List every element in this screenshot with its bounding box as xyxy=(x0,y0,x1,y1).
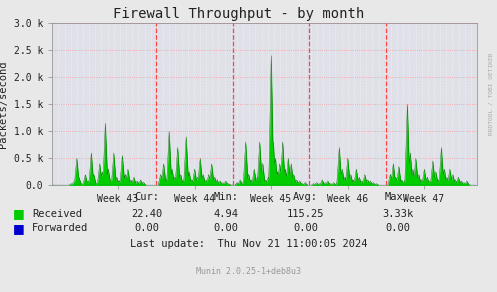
Text: Min:: Min: xyxy=(214,192,239,202)
Text: RRDTOOL / TOBI OETIKER: RRDTOOL / TOBI OETIKER xyxy=(489,52,494,135)
Text: Last update:  Thu Nov 21 11:00:05 2024: Last update: Thu Nov 21 11:00:05 2024 xyxy=(130,239,367,249)
Text: Munin 2.0.25-1+deb8u3: Munin 2.0.25-1+deb8u3 xyxy=(196,267,301,277)
Y-axis label: Packets/second: Packets/second xyxy=(0,61,8,148)
Text: 0.00: 0.00 xyxy=(293,223,318,233)
Text: 22.40: 22.40 xyxy=(131,209,162,219)
Text: 4.94: 4.94 xyxy=(214,209,239,219)
Text: Cur:: Cur: xyxy=(134,192,159,202)
Text: Firewall Throughput - by month: Firewall Throughput - by month xyxy=(113,7,364,21)
Text: 0.00: 0.00 xyxy=(214,223,239,233)
Text: Received: Received xyxy=(32,209,83,219)
Text: Max:: Max: xyxy=(385,192,410,202)
Text: 115.25: 115.25 xyxy=(287,209,325,219)
Text: Avg:: Avg: xyxy=(293,192,318,202)
Text: 0.00: 0.00 xyxy=(134,223,159,233)
Text: ■: ■ xyxy=(12,222,24,235)
Text: 3.33k: 3.33k xyxy=(382,209,413,219)
Text: ■: ■ xyxy=(12,208,24,220)
Text: 0.00: 0.00 xyxy=(385,223,410,233)
Text: Forwarded: Forwarded xyxy=(32,223,88,233)
